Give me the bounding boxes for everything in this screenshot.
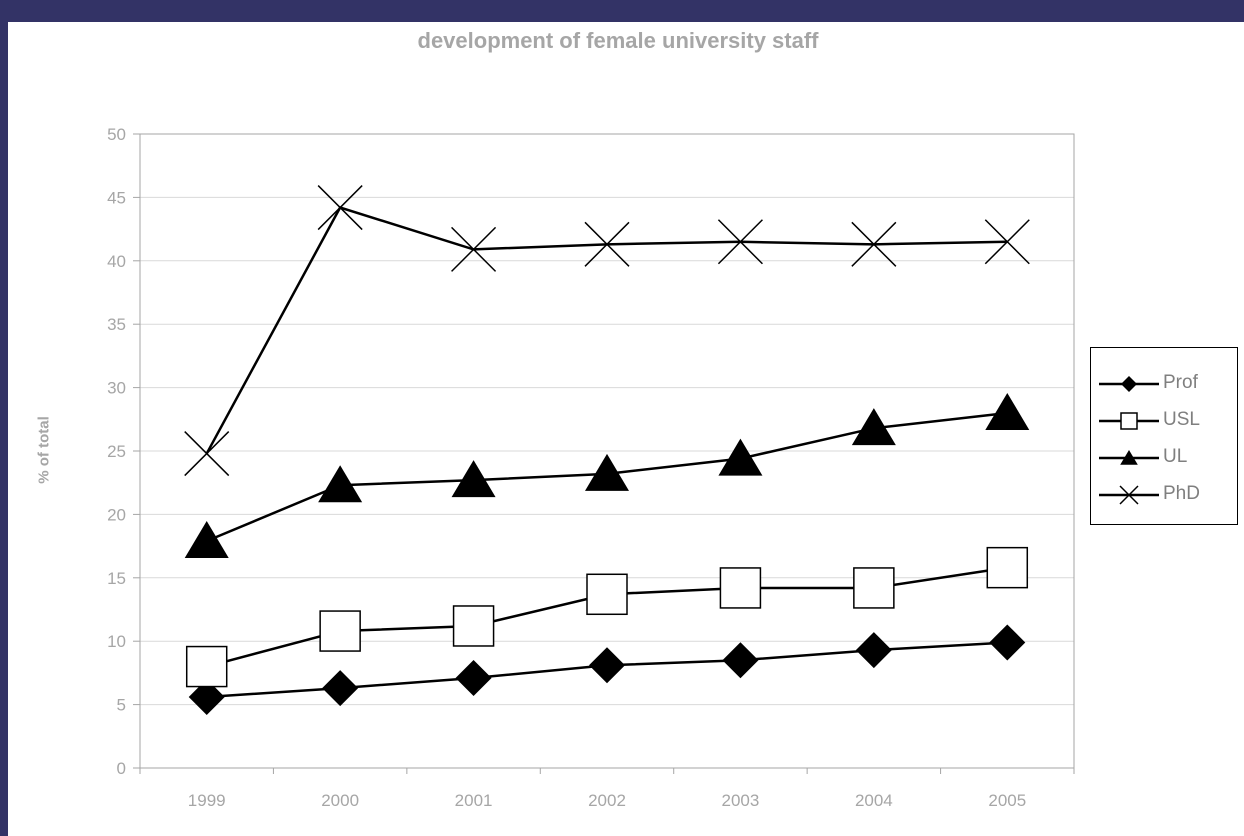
- data-point-usl: [853, 567, 895, 609]
- data-point-usl: [319, 610, 361, 652]
- data-point-usl: [719, 567, 762, 609]
- data-point-phd: [584, 221, 630, 267]
- y-tick-label: 10: [107, 632, 126, 651]
- data-point-prof: [322, 670, 359, 707]
- x-tick-label: 2001: [455, 791, 493, 810]
- data-point-phd: [184, 431, 230, 477]
- legend-swatch-prof: [1099, 376, 1159, 392]
- data-point-prof: [722, 642, 759, 679]
- data-point-ul: [585, 453, 629, 491]
- chart-title: development of female university staff: [417, 28, 819, 53]
- data-point-prof: [855, 632, 892, 669]
- data-point-usl: [586, 573, 628, 616]
- data-point-prof: [455, 659, 492, 696]
- legend-item: PhD: [1091, 482, 1237, 508]
- data-point-usl: [185, 645, 228, 688]
- legend-item: Prof: [1091, 371, 1237, 397]
- legend-swatch-phd: [1099, 485, 1159, 505]
- x-tick-label: 1999: [188, 791, 226, 810]
- legend-label: USL: [1163, 409, 1200, 430]
- data-point-ul: [985, 392, 1030, 430]
- chart-legend: Prof USL UL PhD: [1090, 347, 1238, 525]
- y-tick-label: 5: [117, 696, 126, 715]
- x-tick-label: 2004: [855, 791, 893, 810]
- y-tick-label: 0: [117, 759, 126, 778]
- y-tick-label: 50: [107, 125, 126, 144]
- x-tick-label: 2005: [988, 791, 1026, 810]
- data-point-ul: [851, 408, 896, 446]
- x-tick-label: 2000: [321, 791, 359, 810]
- data-point-prof: [589, 647, 625, 684]
- data-point-usl: [986, 546, 1029, 589]
- y-tick-label: 20: [107, 505, 126, 524]
- y-tick-label: 45: [107, 188, 126, 207]
- legend-label: Prof: [1163, 372, 1198, 393]
- y-tick-label: 40: [107, 252, 126, 271]
- y-tick-label: 30: [107, 379, 126, 398]
- data-point-prof: [188, 678, 225, 715]
- legend-swatch-ul: [1099, 450, 1159, 465]
- data-point-phd: [851, 221, 897, 267]
- y-tick-label: 35: [107, 315, 126, 334]
- legend-marker: [1120, 412, 1138, 430]
- legend-label: UL: [1163, 446, 1188, 467]
- data-point-ul: [451, 460, 496, 498]
- legend-swatch-usl: [1099, 412, 1159, 430]
- legend-marker: [1120, 450, 1138, 465]
- legend-marker: [1121, 376, 1137, 392]
- legend-item: UL: [1091, 445, 1237, 471]
- data-point-phd: [984, 219, 1030, 265]
- legend-marker: [1119, 485, 1139, 505]
- x-tick-label: 2003: [722, 791, 760, 810]
- y-tick-label: 25: [107, 442, 126, 461]
- data-point-ul: [318, 465, 363, 503]
- data-point-ul: [718, 438, 763, 476]
- plot-area: [139, 133, 1075, 769]
- legend-label: PhD: [1163, 483, 1200, 504]
- x-tick-label: 2002: [588, 791, 626, 810]
- data-point-phd: [451, 226, 497, 272]
- y-tick-label: 15: [107, 569, 126, 588]
- data-point-phd: [317, 185, 363, 231]
- legend-item: USL: [1091, 408, 1237, 434]
- data-point-usl: [452, 605, 495, 647]
- data-point-ul: [184, 521, 229, 559]
- data-point-prof: [989, 624, 1026, 661]
- data-point-phd: [717, 219, 763, 265]
